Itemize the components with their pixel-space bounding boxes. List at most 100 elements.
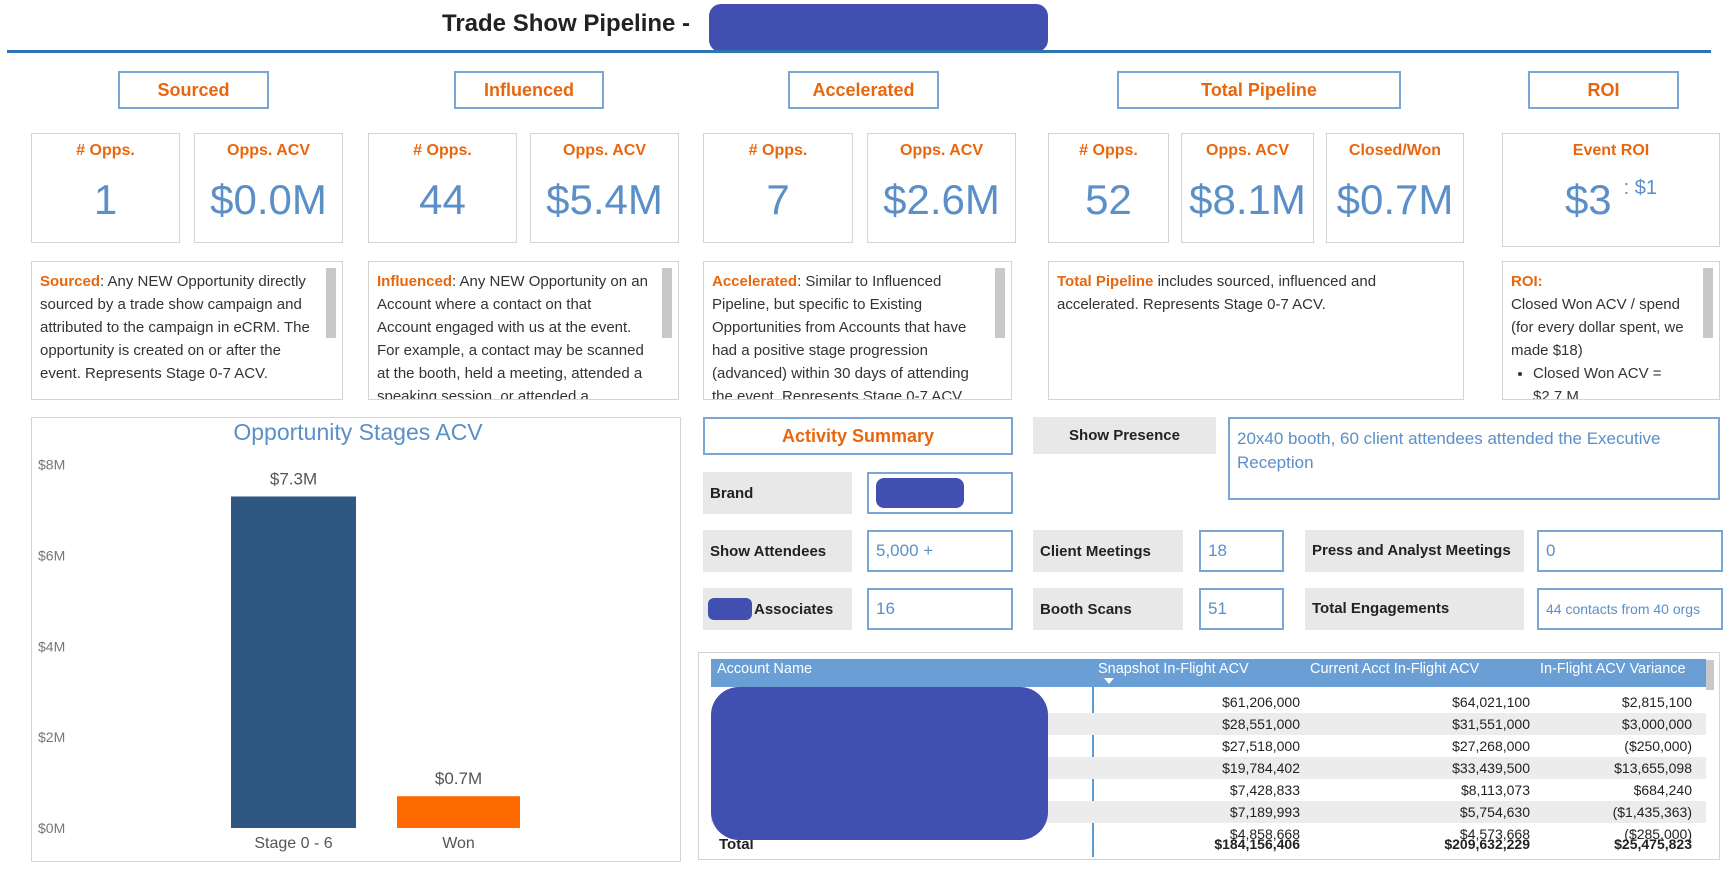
field-label: Total Engagements (1305, 588, 1524, 630)
table-cell: $31,551,000 (1452, 716, 1530, 732)
metric-card: # Opps. 44 (368, 133, 517, 243)
metric-label: # Opps. (76, 142, 135, 159)
label-text: Total Engagements (1312, 600, 1450, 617)
metric-card: Opps. ACV $0.0M (194, 133, 343, 243)
metric-value-wrap: $3 : $1 (1503, 176, 1719, 224)
metric-label: Opps. ACV (1206, 142, 1289, 159)
table-cell: $7,189,993 (1229, 804, 1300, 820)
table-cell: $27,268,000 (1452, 738, 1530, 754)
page-title: Trade Show Pipeline - (442, 10, 691, 37)
table-header-bg (711, 659, 1706, 687)
description-text: : Similar to Influenced Pipeline, but sp… (712, 273, 969, 400)
bullet-list: Closed Won ACV = $2.7 M(Won Sourced, Inf… (1511, 362, 1689, 399)
y-tick-label: $0M (38, 820, 65, 836)
chart: Opportunity Stages ACV $0M $2M $4M $6M $8M $7.… (38, 419, 520, 852)
metric-card: Event ROI $3 : $1 (1502, 133, 1720, 247)
column-header: Account Name (717, 661, 813, 677)
x-tick-label: Stage 0 - 6 (254, 835, 332, 852)
y-tick-label: $2M (38, 729, 65, 745)
field-label: Associates (703, 588, 852, 630)
bullet: Closed Won ACV = $2.7 M (1533, 362, 1689, 399)
description: Sourced: Any NEW Opportunity directly so… (31, 261, 343, 400)
description-text: : Any NEW Opportunity on an Account wher… (377, 273, 648, 400)
value-label: $0.7M (435, 769, 482, 788)
total-cell: $184,156,406 (1214, 836, 1300, 852)
metric-label: Event ROI (1572, 142, 1650, 159)
table-cell: $27,518,000 (1222, 738, 1300, 754)
metric-card: Opps. ACV $2.6M (867, 133, 1016, 243)
section-header: ROI (1528, 71, 1679, 109)
table-cell: $3,000,000 (1621, 716, 1692, 732)
metric-suffix: : $1 (1623, 177, 1658, 199)
field-value: 16 (867, 588, 1013, 630)
description: Total Pipeline includes sourced, influen… (1048, 261, 1464, 400)
description-lead: ROI: (1511, 273, 1543, 290)
redaction (708, 598, 752, 620)
label-text: Booth Scans (1040, 600, 1132, 618)
section-header: Sourced (118, 71, 269, 109)
metric-label: Closed/Won (1348, 142, 1442, 159)
field-value: 20x40 booth, 60 client attendees attende… (1228, 417, 1720, 500)
metric-card: # Opps. 7 (703, 133, 853, 243)
total-cell: $209,632,229 (1444, 836, 1530, 852)
metric-value: 7 (766, 176, 790, 223)
x-tick-label: Won (442, 835, 475, 852)
metric-card: # Opps. 1 (31, 133, 180, 243)
chart-title: Opportunity Stages ACV (233, 419, 483, 445)
scrollbar (995, 268, 1005, 338)
metric-value: 44 (419, 176, 466, 223)
column-header: Snapshot In-Flight ACV (1098, 661, 1249, 677)
total-label: Total (719, 836, 754, 853)
metric-value: 1 (93, 176, 118, 223)
table-cell: ($1,435,363) (1612, 804, 1692, 820)
section-header: Accelerated (788, 71, 939, 109)
table-cell: $7,428,833 (1229, 782, 1300, 798)
field-label: Show Attendees (703, 530, 852, 572)
column-header: Current Acct In-Flight ACV (1310, 661, 1480, 677)
value-label: $7.3M (270, 469, 317, 488)
metric-label: # Opps. (1079, 142, 1138, 159)
description-lead: Sourced (40, 273, 101, 290)
y-tick-label: $6M (38, 548, 65, 564)
metric-label: # Opps. (413, 142, 472, 159)
table-cell: $19,784,402 (1222, 760, 1300, 776)
description-lead: Total Pipeline (1057, 273, 1154, 290)
field-label: Show Presence (1033, 417, 1216, 454)
sort-arrow (1104, 678, 1114, 684)
field-value: 5,000 + (867, 530, 1013, 572)
metric-value: $8.1M (1189, 176, 1306, 223)
table-cell: $64,021,100 (1452, 694, 1530, 710)
table-cell: $684,240 (1633, 782, 1692, 798)
field-label: Client Meetings (1033, 530, 1183, 572)
bar (231, 496, 356, 828)
field-value (867, 472, 1013, 514)
field-label: Brand (703, 472, 852, 514)
label-text: Client Meetings (1040, 542, 1151, 560)
metric-value: $2.6M (883, 176, 1000, 223)
chart-panel: Opportunity Stages ACV $0M $2M $4M $6M $8M $7.… (31, 417, 681, 862)
y-tick-label: $4M (38, 638, 65, 654)
description-lead: Influenced (377, 273, 453, 290)
metric-value: $5.4M (546, 176, 663, 223)
table-cell: $4,858,668 (1229, 826, 1300, 842)
table-cell: ($250,000) (1624, 738, 1692, 754)
description: ROI: Closed Won ACV / spend (for every do… (1502, 261, 1720, 400)
table-cell: $28,551,000 (1222, 716, 1300, 732)
metric-card: Opps. ACV $5.4M (530, 133, 679, 243)
bar (397, 796, 520, 828)
column-header: In-Flight ACV Variance (1540, 661, 1686, 677)
activity-title: Activity Summary (703, 417, 1013, 455)
description-lead: Accelerated (712, 273, 798, 290)
field-value: 44 contacts from 40 orgs (1537, 588, 1723, 630)
scrollbar (1703, 268, 1713, 338)
table-cell: $33,439,500 (1452, 760, 1530, 776)
table-cell: $5,754,630 (1459, 804, 1530, 820)
metric-value: 52 (1085, 176, 1132, 223)
metric-value: $3 (1564, 176, 1612, 223)
metric-card: Opps. ACV $8.1M (1181, 133, 1314, 243)
table-cell: $13,655,098 (1614, 760, 1692, 776)
metric-label: Opps. ACV (227, 142, 310, 159)
scrollbar (662, 268, 672, 338)
scrollbar (326, 268, 336, 338)
